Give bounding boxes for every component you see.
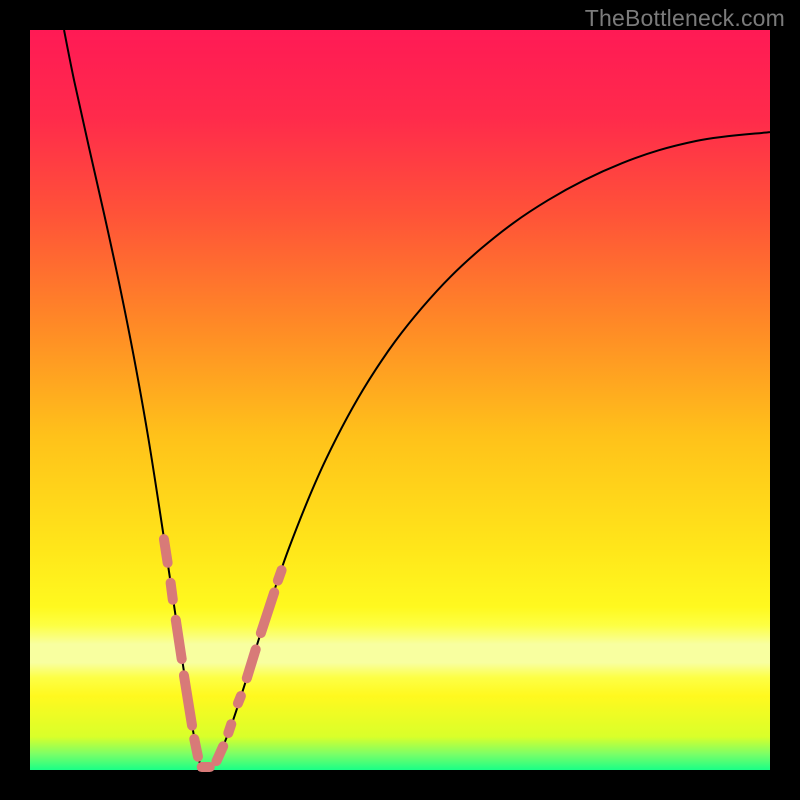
dash-segment <box>278 570 282 580</box>
bottleneck-curve-plot <box>0 0 800 800</box>
dash-segment <box>228 724 231 733</box>
dash-segment <box>261 592 274 633</box>
highlighted-range-dashes <box>164 539 282 767</box>
dash-segment <box>194 739 198 757</box>
dash-segment <box>171 583 173 600</box>
dash-segment <box>238 696 241 703</box>
dash-segment <box>164 539 168 563</box>
dash-segment <box>176 620 182 659</box>
dash-segment <box>247 649 256 678</box>
bottleneck-curve <box>64 30 770 770</box>
dash-segment <box>216 746 223 761</box>
chart-frame: TheBottleneck.com <box>0 0 800 800</box>
dash-segment <box>184 675 192 725</box>
